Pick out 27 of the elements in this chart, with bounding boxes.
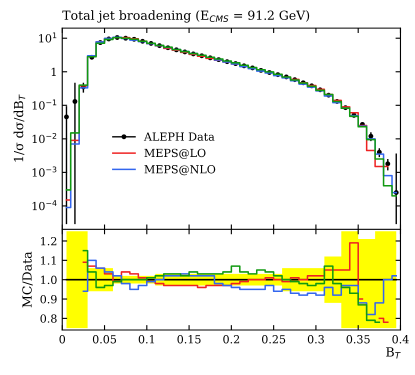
legend-label: MEPS@LO [144, 148, 206, 159]
x-tick-label: 0.15 [177, 335, 201, 344]
x-tick-label: 0.1 [138, 335, 154, 344]
legend-label: MEPS@NLO [144, 165, 216, 176]
x-tick-label: 0.05 [92, 335, 116, 344]
y-tick-label: 0.9 [40, 295, 57, 304]
x-tick-label: 0 [59, 335, 66, 344]
x-tick-label: 0.3 [308, 335, 324, 344]
chart-title: Total jet broadening (E$_{CMS}$ = 91.2 GeV) [62, 10, 310, 23]
y-tick-label: 10$^{−3}$ [32, 166, 56, 177]
y-axis-title: MC/Data [22, 252, 33, 308]
y-tick-label: 1.0 [41, 276, 57, 284]
y-tick-label: 10$^{−1}$ [32, 100, 56, 110]
x-tick-label: 0.35 [346, 335, 370, 344]
y-tick-label: 10$^{−2}$ [32, 132, 56, 144]
x-tick-label: 0.25 [262, 335, 286, 344]
y-tick-label: 0.8 [40, 314, 57, 323]
y-tick-label: 1.2 [41, 236, 56, 246]
legend-label: ALEPH Data [144, 132, 214, 141]
y-tick-label: 1 [52, 68, 56, 76]
x-tick-label: 0.4 [392, 335, 409, 344]
x-tick-label: 0.2 [223, 335, 240, 344]
x-axis-title: B$_{T}$ [386, 347, 401, 359]
y-axis-title: 1/σ dσ/dB$_{T}$ [14, 94, 26, 162]
y-tick-label: 10$^{−4}$ [32, 200, 57, 210]
y-tick-label: 1.1 [41, 256, 56, 265]
y-tick-label: 10$^{1}$ [39, 32, 56, 43]
